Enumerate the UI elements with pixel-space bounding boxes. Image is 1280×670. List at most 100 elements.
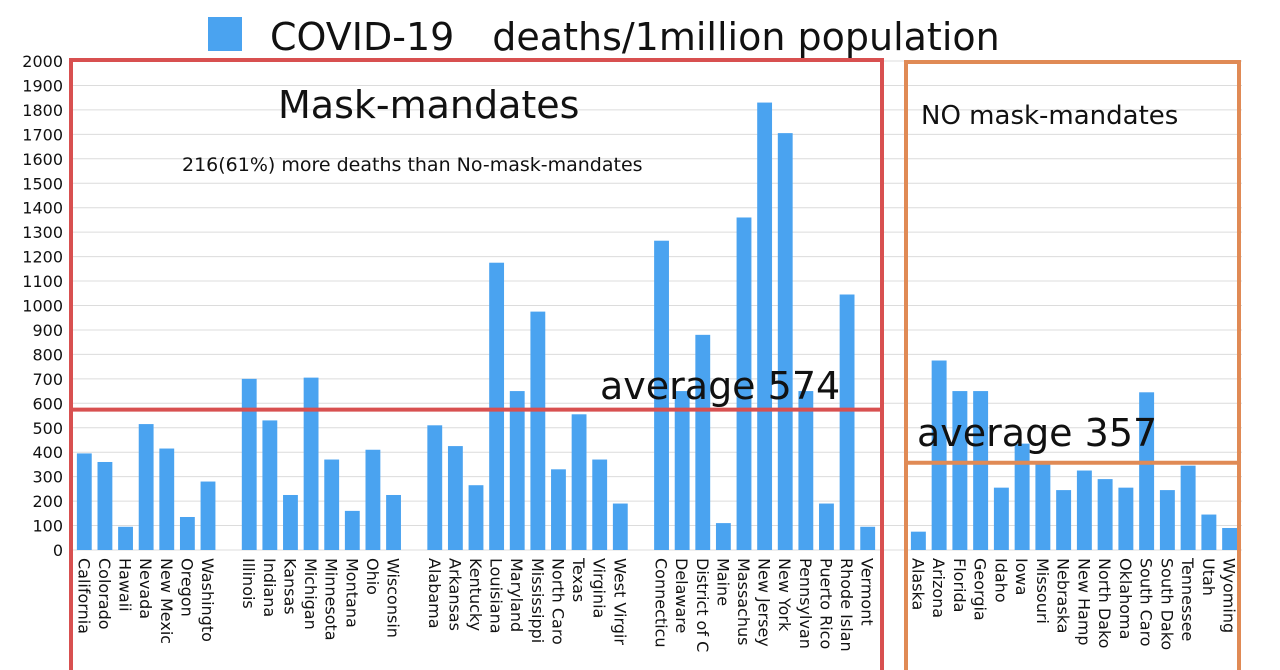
bar-missouri [1035, 463, 1051, 550]
bar-north-carolina [551, 469, 566, 550]
x-tick-label: New Jersey [755, 558, 774, 647]
bar-tennessee [1180, 465, 1196, 550]
bar-wyoming [1222, 527, 1238, 550]
group-boxes [69, 58, 1241, 670]
chart-title: COVID-19 deaths/1million population [270, 15, 1000, 59]
bar-louisiana [489, 262, 505, 550]
x-tick-label: Rhode Islan [837, 558, 856, 652]
bar-iowa [1014, 443, 1030, 550]
group-box-mask [69, 58, 884, 670]
x-tick-label: North Dako [1095, 558, 1114, 648]
bar-mississippi [530, 311, 546, 550]
x-tick-label: Wyoming [1220, 558, 1239, 633]
x-tick-label: Hawaii [116, 558, 135, 612]
bar-nebraska [1056, 490, 1072, 550]
bar-washington [200, 481, 216, 550]
x-tick-label: Maine [713, 558, 732, 606]
y-tick-label: 1900 [22, 76, 63, 95]
y-tick-label: 100 [32, 517, 63, 536]
x-tick-label: Maryland [507, 558, 526, 632]
bar-pennsylvania [798, 391, 814, 550]
bar-arkansas [447, 446, 463, 550]
x-tick-label: Alaska [908, 558, 927, 610]
bar-kentucky [468, 485, 484, 550]
bar-vermont [860, 526, 876, 550]
y-tick-label: 900 [32, 321, 63, 340]
bar-oregon [179, 516, 195, 550]
bar-ohio [365, 449, 381, 550]
y-tick-label: 200 [32, 492, 63, 511]
x-tick-label: Oklahoma [1116, 558, 1135, 639]
y-tick-label: 0 [53, 541, 63, 560]
x-tick-label: Illinois [239, 558, 258, 609]
x-tick-label: Montana [342, 558, 361, 628]
bar-new-mexico [159, 448, 175, 550]
x-tick-label: Mississippi [528, 558, 547, 643]
bar-colorado [97, 461, 113, 550]
y-axis: 0 100 200 300 400 500 600 700 800 900 1000 1100 1200… [22, 52, 63, 560]
x-tick-label: Pennsylvan [796, 558, 815, 649]
bar-new-york [777, 133, 793, 550]
bar-maryland [509, 391, 525, 550]
x-tick-label: Virginia [590, 558, 609, 618]
bar-minnesota [324, 459, 340, 550]
bar-maine [715, 523, 731, 550]
bar-district-of-columbia [695, 334, 711, 550]
x-axis-labels: California Colorado Hawaii Nevada New Mexic O… [74, 557, 1238, 652]
y-tick-label: 800 [32, 345, 63, 364]
y-tick-label: 700 [32, 370, 63, 389]
x-tick-label: Ohio [363, 558, 382, 595]
y-tick-label: 500 [32, 419, 63, 438]
x-tick-label: Tennessee [1178, 557, 1197, 641]
x-tick-label: Idaho [991, 558, 1010, 603]
bar-hawaii [118, 526, 133, 550]
bar-illinois [241, 378, 257, 550]
bar-alabama [427, 425, 443, 550]
bar-rhode-island [839, 294, 855, 550]
legend-swatch [208, 17, 242, 51]
x-tick-label: Delaware [672, 558, 691, 633]
x-tick-label: Vermont [858, 558, 877, 626]
bar-south-carolina [1139, 392, 1155, 550]
average-label-nomask: average 357 [917, 411, 1157, 455]
y-tick-label: 400 [32, 443, 63, 462]
x-tick-label: Oregon [177, 558, 196, 617]
x-tick-label: Connecticu [652, 558, 671, 648]
group-box-nomask [904, 60, 1241, 670]
x-tick-label: Georgia [971, 558, 990, 621]
bar-oklahoma [1118, 487, 1134, 550]
x-tick-label: Colorado [95, 558, 114, 630]
y-tick-label: 1500 [22, 174, 63, 193]
y-tick-label: 2000 [22, 52, 63, 71]
bar-west-virginia [612, 503, 628, 550]
x-tick-label: New Mexic [157, 558, 176, 644]
bar-arizona [931, 360, 947, 550]
bar-montana [344, 510, 360, 550]
bar-connecticut [654, 240, 669, 550]
y-tick-label: 1000 [22, 297, 63, 316]
bar-california [76, 453, 92, 550]
bar-massachusetts [736, 217, 752, 551]
group-title-mask: Mask-mandates [278, 83, 579, 127]
y-tick-label: 600 [32, 394, 63, 413]
y-tick-label: 1200 [22, 248, 63, 267]
y-tick-label: 1400 [22, 199, 63, 218]
bar-wisconsin [386, 494, 401, 550]
bar-new-hampshire [1076, 470, 1092, 550]
bar-new-jersey [757, 102, 773, 550]
x-tick-label: California [74, 558, 93, 634]
x-tick-label: Missouri [1033, 558, 1052, 624]
bar-kansas [283, 494, 298, 550]
x-tick-label: Nevada [136, 558, 155, 619]
x-tick-label: Minnesota [322, 558, 341, 641]
x-tick-label: South Dako [1157, 558, 1176, 650]
bar-nevada [138, 424, 154, 550]
bar-south-dakota [1159, 490, 1175, 550]
x-tick-label: Washingto [198, 558, 217, 642]
group-title-nomask: NO mask-mandates [921, 101, 1178, 131]
y-tick-label: 300 [32, 468, 63, 487]
x-tick-label: Louisiana [487, 558, 506, 634]
x-tick-label: Wisconsin [384, 558, 403, 638]
bar-virginia [592, 459, 608, 550]
